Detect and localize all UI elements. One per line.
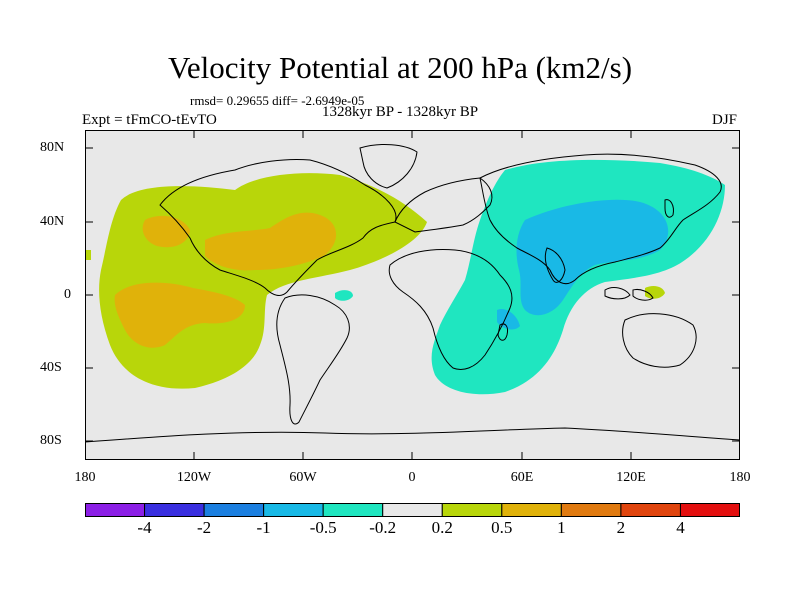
experiment-label: Expt = tFmCO-tEvTO	[82, 112, 217, 128]
colorbar-box	[501, 503, 562, 517]
colorbar-box	[382, 503, 443, 517]
colorbar-label: -1	[256, 518, 271, 537]
x-label-180-left: 180	[74, 470, 96, 485]
y-label-40s: 40S	[40, 360, 62, 375]
colorbar-box	[85, 503, 146, 517]
x-label-120e: 120E	[616, 470, 646, 485]
colorbar-label: -0.5	[309, 518, 337, 537]
colorbar-label: 0.5	[491, 518, 513, 537]
x-ticks	[193, 130, 632, 460]
coastlines	[85, 144, 740, 443]
season-label: DJF	[712, 112, 738, 128]
colorbar-box	[560, 503, 622, 517]
colorbar-box	[263, 503, 324, 517]
positive-maxima-regions	[114, 212, 337, 348]
colorbar-box	[203, 503, 265, 517]
colorbar-border	[85, 503, 740, 517]
colorbar-box	[679, 503, 740, 517]
colorbar-label: 0.2	[431, 518, 453, 537]
colorbar-box	[144, 503, 205, 517]
x-label-120w: 120W	[176, 470, 212, 485]
map-panel	[85, 130, 740, 460]
colorbar-label: 2	[616, 518, 626, 537]
colorbar-label: 4	[676, 518, 685, 537]
y-label-0: 0	[64, 287, 71, 302]
x-label-180-right: 180	[729, 470, 751, 485]
x-label-60e: 60E	[510, 470, 534, 485]
colorbar-label: 1	[557, 518, 566, 537]
period-label: 1328kyr BP - 1328kyr BP	[322, 104, 479, 120]
page-title: Velocity Potential at 200 hPa (km2/s)	[167, 50, 633, 85]
colorbar-label: -2	[197, 518, 212, 537]
colorbar	[85, 503, 740, 517]
rmsd-diff-text: rmsd= 0.29655 diff= -2.6949e-05	[190, 93, 365, 108]
y-label-80n: 80N	[40, 140, 65, 155]
y-label-40n: 40N	[40, 214, 65, 229]
x-label-0: 0	[408, 470, 416, 485]
y-ticks	[85, 147, 740, 442]
x-label-60w: 60W	[289, 470, 317, 485]
colorbar-box	[322, 503, 384, 517]
colorbar-label: -0.2	[369, 518, 397, 537]
colorbar-label: -4	[137, 518, 152, 537]
colorbar-box	[620, 503, 681, 517]
y-label-80s: 80S	[40, 433, 62, 448]
colorbar-box	[441, 503, 503, 517]
